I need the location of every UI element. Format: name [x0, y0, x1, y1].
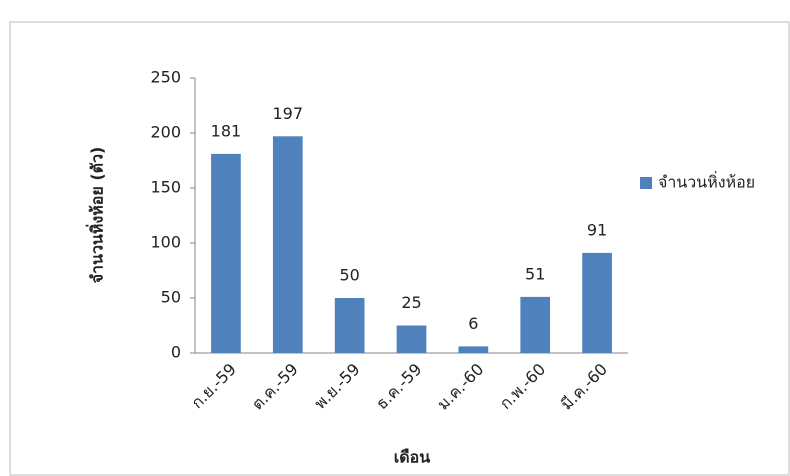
- data-label: 25: [401, 293, 421, 312]
- bar: [458, 346, 489, 353]
- bar: [396, 325, 427, 353]
- x-axis-label: เดือน: [394, 448, 430, 467]
- data-label: 51: [525, 264, 545, 283]
- bar: [334, 298, 365, 353]
- data-label: 6: [468, 314, 478, 333]
- data-label: 50: [339, 266, 359, 285]
- legend-label: จำนวนหิ่งห้อย: [658, 171, 755, 192]
- y-axis-label: จำนวนหิ่งห้อย (ตัว): [86, 147, 107, 284]
- y-tick-label: 100: [150, 233, 181, 252]
- data-label: 197: [273, 104, 304, 123]
- legend-swatch: [640, 177, 652, 189]
- bar: [211, 153, 241, 353]
- y-tick-label: 150: [150, 178, 181, 197]
- y-tick-label: 250: [150, 68, 181, 87]
- bar: [520, 296, 551, 353]
- bar: [582, 252, 612, 353]
- data-label: 91: [587, 220, 607, 239]
- y-tick-label: 0: [171, 343, 181, 362]
- chart-frame: [9, 21, 790, 476]
- data-label: 181: [211, 121, 242, 140]
- y-tick-label: 50: [161, 288, 181, 307]
- bar: [272, 136, 303, 353]
- y-tick-label: 200: [150, 123, 181, 142]
